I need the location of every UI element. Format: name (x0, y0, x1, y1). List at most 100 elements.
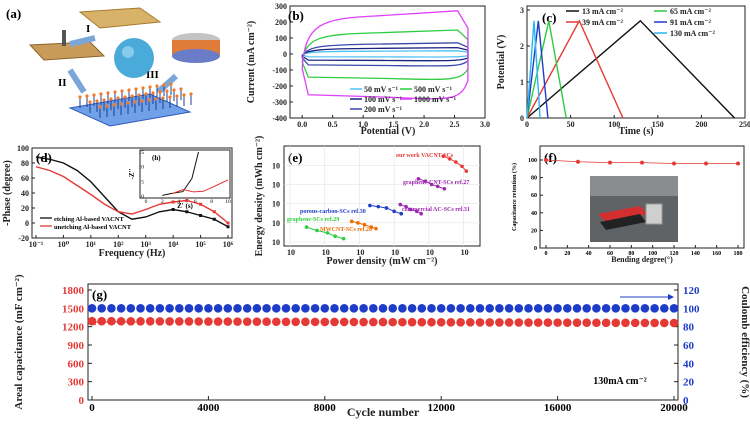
f-ytick-label: 80 (531, 176, 537, 182)
retention-point (704, 161, 708, 166)
cv-curve-1 (301, 46, 469, 62)
coulomb-point (407, 304, 417, 313)
bode-marker (199, 214, 203, 217)
c-legend-label: 65 mA cm⁻² (670, 7, 711, 16)
cnt-tip (168, 95, 172, 99)
coulomb-point (436, 304, 446, 313)
coulomb-point (427, 304, 436, 313)
capacitance-point (116, 316, 126, 326)
panel-c-curves (526, 19, 736, 119)
capacitance-point (563, 318, 572, 327)
capacitance-point (543, 318, 553, 327)
capacitance-point (145, 317, 155, 326)
f-xtick-label: 80 (628, 251, 634, 257)
c-xtick-label: 200 (695, 120, 707, 129)
ragone-point (398, 202, 403, 207)
coulomb-point (97, 304, 106, 313)
gcd-curve-1 (526, 19, 624, 119)
bode-marker (185, 210, 189, 214)
g-ytick-left-label: 300 (68, 377, 85, 389)
coulomb-point (669, 304, 679, 313)
panel-f-ylabel: Capacitance retention (%) (511, 163, 518, 231)
capacitance-point (136, 317, 145, 326)
ragone-point (392, 209, 396, 214)
capacitance-point (310, 317, 320, 327)
coulomb-point (660, 304, 669, 313)
ragone-point (315, 228, 319, 233)
panel-d-yticks: 100 80 60 40 20 0 -20 (17, 144, 35, 243)
ragone-annotation: porous-carbon-SCs ref.30 (300, 209, 366, 215)
capacitance-point (107, 316, 116, 326)
ragone-point (341, 236, 346, 241)
d-ytick-label: 0 (25, 219, 29, 228)
ragone-point (454, 160, 458, 164)
capacitance-point (369, 317, 378, 327)
capacitance-point (233, 317, 242, 326)
retention-point (608, 160, 612, 165)
b-ytick-label: 100 (275, 34, 287, 43)
e-xtick-base: 10 (426, 248, 434, 257)
ragone-point (356, 221, 360, 225)
ragone-point (447, 157, 452, 161)
cnt-tip (119, 102, 123, 106)
capacitance-point (165, 317, 174, 326)
b-ytick-label: 0 (283, 50, 287, 59)
b-legend-label: 100 mV s⁻¹ (364, 95, 403, 104)
panel-e-xlabel: Power density (mW cm⁻²) (327, 256, 438, 267)
coulomb-point (204, 304, 213, 313)
d-xtick-label: 10³ (141, 240, 152, 249)
panel-c-axes (526, 5, 746, 119)
d-ytick-label: 80 (21, 159, 29, 168)
capacitance-point (660, 318, 669, 328)
coulomb-point (456, 304, 465, 313)
d-legend-label: etching Al-based VACNT (54, 216, 124, 223)
panel-g-yticks-left: 1800 1500 1200 900 600 300 0 (62, 285, 92, 407)
b-xtick-label: 1.0 (358, 120, 368, 129)
coulomb-point (543, 304, 553, 313)
d-xtick-label: 10² (113, 240, 124, 249)
g-ytick-right-label: 60 (683, 340, 695, 352)
panel-f-yticks: 100 80 60 40 20 0 (528, 158, 543, 252)
coulomb-point (349, 304, 359, 313)
panel-b-curves (300, 10, 469, 100)
d-inset-ytick: 0 (141, 194, 144, 200)
bode-marker (199, 202, 203, 206)
capacitance-point (97, 316, 106, 326)
coulomb-point (398, 304, 407, 313)
etch-probe-icon (62, 30, 66, 46)
cnt-tip (182, 93, 186, 97)
cnt-tip (179, 87, 183, 91)
panel-d-inset-label: (h) (152, 154, 161, 162)
cnt-tip (134, 87, 138, 91)
panel-b: (b) 300 200 100 0 -100 -200 -300 -400 0.0 0.5 1.0… (246, 2, 490, 137)
bode-marker (185, 199, 189, 202)
cnt-tip (158, 90, 162, 94)
cnt-tip (154, 97, 158, 101)
coulomb-point (524, 304, 533, 313)
d-inset-xtick: 4 (177, 199, 180, 205)
c-legend-label: 13 mA cm⁻² (582, 7, 623, 16)
d-ytick-label: -20 (18, 234, 29, 243)
e-ytick-base: 10 (272, 161, 280, 170)
coulomb-point (223, 304, 233, 313)
c-legend-label: 130 mA cm⁻² (670, 29, 715, 38)
b-xtick-label: 0.0 (297, 120, 307, 129)
gcd-curve-3 (526, 20, 549, 119)
coulomb-point (107, 304, 116, 313)
e-ytick-base: 10 (272, 181, 280, 190)
panel-a-label: (a) (6, 6, 21, 21)
cnt-tip (137, 93, 141, 97)
coulomb-point (640, 304, 650, 313)
capacitance-point (553, 318, 562, 327)
capacitance-point (378, 317, 388, 327)
g-ytick-left-label: 0 (79, 395, 85, 407)
c-xtick-label: 250 (739, 120, 750, 129)
cnt-tip (148, 85, 152, 89)
f-xtick-label: 40 (586, 251, 592, 257)
coulomb-point (630, 304, 640, 313)
cnt-tip (109, 97, 113, 101)
b-ytick-label: -200 (272, 82, 287, 91)
panel-e-axes (283, 145, 481, 247)
panel-d-inset-xlabel: Z' (s) (177, 202, 193, 210)
ragone-point (435, 184, 440, 189)
